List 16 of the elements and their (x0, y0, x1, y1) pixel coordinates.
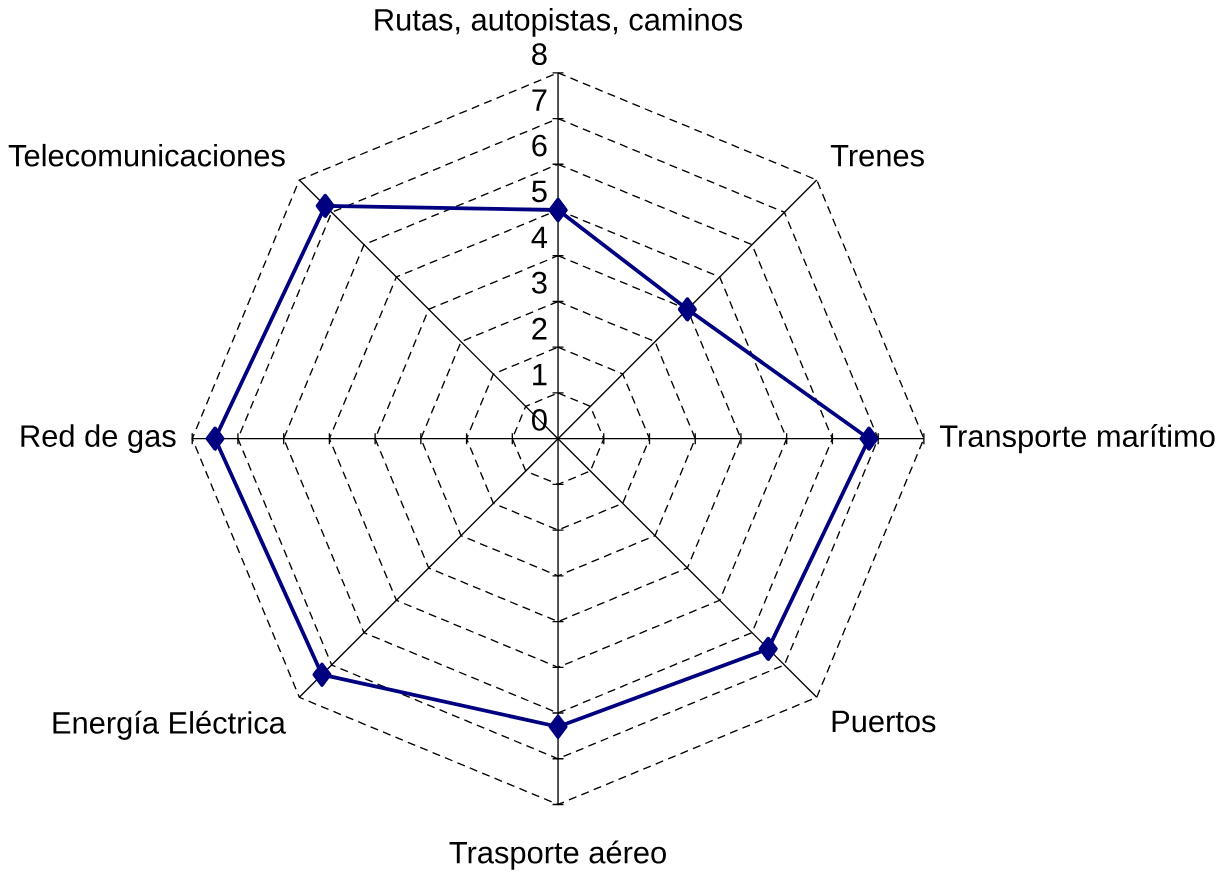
y-tick-label: 7 (532, 89, 547, 111)
y-tick-label: 4 (531, 226, 548, 249)
y-tick-label: 3 (531, 271, 547, 294)
y-tick-label: 2 (532, 318, 547, 340)
y-tick-label: 8 (532, 43, 547, 66)
y-tick-label: 1 (533, 364, 547, 386)
spoke-label: Red de gas (21, 424, 176, 454)
spoke-label: Energía Eléctrica (53, 710, 286, 741)
spoke-label: Rutas, autopistas, caminos (375, 8, 743, 37)
spoke-label: Trasporte aéreo (449, 840, 666, 870)
y-tick-label: 6 (532, 134, 547, 157)
spoke-label: Puertos (832, 710, 936, 733)
y-tick-label: 5 (532, 180, 547, 203)
spoke-label: Trenes (830, 145, 924, 167)
spoke-label: Telecomunicaciones (8, 144, 285, 167)
spoke-label: Transporte marítimo (939, 424, 1215, 454)
